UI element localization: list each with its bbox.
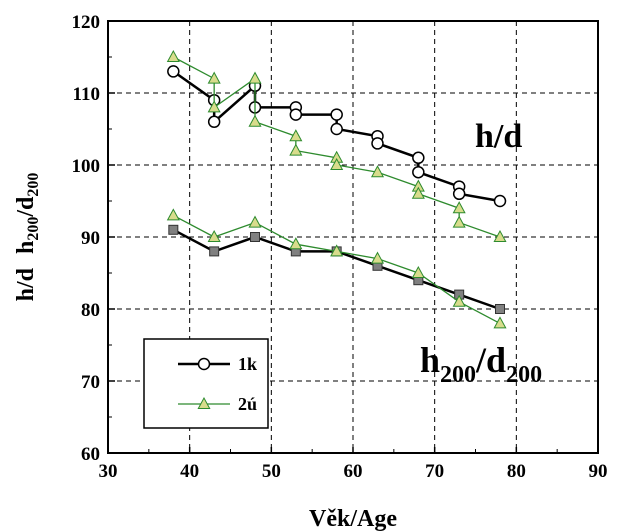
data-point-circle bbox=[412, 165, 425, 179]
data-point-triangle bbox=[411, 265, 425, 278]
y-tick-label: 80 bbox=[81, 300, 100, 321]
data-point-circle bbox=[371, 137, 384, 150]
series-4 bbox=[166, 208, 507, 329]
data-point-triangle bbox=[197, 396, 211, 409]
series-line bbox=[173, 56, 501, 238]
data-point-circle bbox=[330, 122, 343, 136]
annotation-h: h bbox=[420, 340, 440, 380]
data-point-triangle bbox=[493, 229, 507, 242]
data-point-circle bbox=[493, 194, 507, 208]
x-tick-label: 30 bbox=[99, 461, 118, 482]
y-tick-label: 90 bbox=[81, 228, 100, 249]
y-tick-label: 120 bbox=[72, 12, 101, 33]
y-axis-title-hd: h/d bbox=[13, 267, 39, 301]
data-point-circle bbox=[289, 108, 303, 121]
y-tick-label: 60 bbox=[81, 444, 100, 465]
data-point-triangle bbox=[452, 215, 466, 228]
annotation-sub2: 200 bbox=[506, 362, 542, 388]
data-point-triangle bbox=[370, 251, 385, 264]
data-point-circle bbox=[452, 187, 466, 201]
y-tick-label: 70 bbox=[81, 372, 100, 393]
annotation-sub1: 200 bbox=[440, 362, 476, 388]
x-tick-label: 80 bbox=[507, 461, 526, 482]
data-point-circle bbox=[412, 151, 425, 165]
y-tick-label: 100 bbox=[72, 156, 101, 177]
data-point-circle bbox=[197, 357, 211, 371]
legend: 1k 2ú bbox=[143, 338, 269, 429]
data-point-circle bbox=[167, 65, 180, 78]
x-tick-labels: 30 40 50 60 70 80 90 bbox=[99, 461, 608, 482]
y-axis-title-h: h bbox=[13, 241, 39, 254]
ticks bbox=[107, 20, 599, 454]
y-axis-title: h/d h200/d200 bbox=[13, 173, 42, 302]
data-point-triangle bbox=[289, 129, 303, 142]
data-point-triangle bbox=[207, 229, 221, 242]
data-point-square bbox=[209, 246, 220, 257]
legend-label: 1k bbox=[238, 354, 257, 374]
data-point-circle bbox=[207, 115, 221, 129]
data-point-triangle bbox=[248, 114, 262, 127]
annotation-h200-d200: h200/d200 bbox=[420, 340, 542, 388]
data-point-square bbox=[495, 304, 505, 314]
data-point-square bbox=[168, 224, 179, 235]
data-point-triangle bbox=[330, 244, 344, 257]
series-3 bbox=[168, 224, 505, 314]
y-axis-title-slash-d: /d bbox=[13, 196, 39, 218]
data-point-triangle bbox=[493, 316, 507, 329]
data-point-triangle bbox=[207, 100, 221, 113]
data-point-triangle bbox=[330, 157, 344, 170]
x-tick-label: 60 bbox=[344, 461, 363, 482]
data-point-triangle bbox=[452, 294, 466, 307]
series-1 bbox=[167, 65, 507, 208]
data-point-triangle bbox=[207, 71, 221, 84]
x-axis-title: Věk/Age bbox=[309, 506, 397, 531]
y-axis-title-sub2: 200 bbox=[25, 173, 42, 197]
series-2 bbox=[166, 49, 507, 242]
series-layer bbox=[166, 49, 507, 329]
x-tick-label: 70 bbox=[425, 461, 444, 482]
data-point-triangle bbox=[289, 143, 303, 156]
data-point-triangle bbox=[289, 237, 303, 250]
data-point-triangle bbox=[452, 201, 466, 214]
data-point-triangle bbox=[370, 165, 385, 178]
x-tick-label: 40 bbox=[180, 461, 199, 482]
x-tick-label: 90 bbox=[589, 461, 608, 482]
y-tick-label: 110 bbox=[73, 84, 100, 105]
series-line bbox=[172, 70, 501, 203]
series-line bbox=[173, 214, 501, 324]
series-line bbox=[172, 228, 501, 311]
data-point-square bbox=[250, 232, 260, 242]
data-point-triangle bbox=[166, 208, 180, 221]
data-point-triangle bbox=[166, 49, 180, 62]
data-point-triangle bbox=[248, 71, 262, 84]
legend-box bbox=[143, 338, 269, 429]
y-axis-title-sub1: 200 bbox=[25, 217, 42, 241]
annotation-slash-d: /d bbox=[475, 340, 506, 380]
legend-label: 2ú bbox=[238, 394, 257, 414]
y-tick-labels: 60 70 80 90 100 110 120 bbox=[72, 12, 101, 465]
data-point-triangle bbox=[411, 186, 425, 199]
annotation-hd: h/d bbox=[475, 118, 522, 155]
data-point-triangle bbox=[248, 215, 262, 228]
data-point-circle bbox=[330, 108, 343, 121]
x-tick-label: 50 bbox=[262, 461, 281, 482]
